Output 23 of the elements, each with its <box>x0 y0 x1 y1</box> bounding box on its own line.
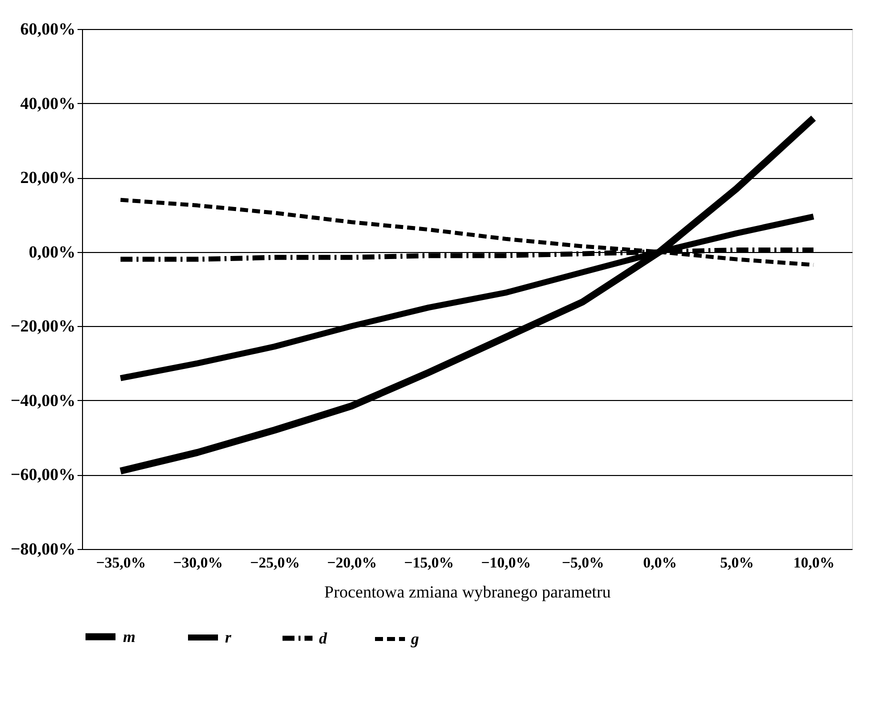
legend-label: d <box>319 630 328 648</box>
x-tick-label: −35,0% <box>96 556 146 572</box>
y-tick-label: 20,00% <box>20 168 76 188</box>
x-tick-label: −20,0% <box>327 556 377 572</box>
x-tick-label: 5,0% <box>720 556 754 572</box>
x-tick-label: −25,0% <box>250 556 300 572</box>
y-tick-label: −40,00% <box>10 390 76 410</box>
legend-label: m <box>123 628 136 646</box>
x-tick-label: −30,0% <box>173 556 223 572</box>
y-tick-label: −80,00% <box>10 540 76 558</box>
x-tick-label: −5,0% <box>562 556 604 572</box>
x-axis-title: Procentowa zmiana wybranego parametru <box>324 582 612 602</box>
x-tick-label: −15,0% <box>404 556 454 572</box>
x-tick-label: 0,0% <box>643 556 677 572</box>
x-tick-label: −10,0% <box>481 556 531 572</box>
legend-label: r <box>225 630 232 646</box>
y-tick-label: −20,00% <box>10 316 76 336</box>
x-tick-label: 10,0% <box>793 556 835 572</box>
y-tick-label: 40,00% <box>20 94 76 113</box>
y-tick-label: 0,00% <box>28 242 76 262</box>
legend-label: g <box>410 631 419 648</box>
y-tick-label: −60,00% <box>10 465 76 484</box>
y-tick-label: 60,00% <box>20 20 76 38</box>
